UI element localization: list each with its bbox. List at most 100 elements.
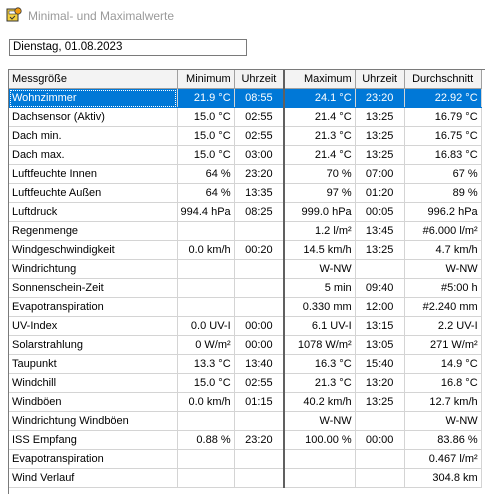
column-header-max-time[interactable]: Uhrzeit (355, 70, 405, 89)
table-row[interactable]: Windböen 0.0 km/h 01:15 40.2 km/h 13:25 12.7 … (9, 392, 482, 412)
cell-maximum (284, 449, 356, 469)
cell-min-time: 02:55 (234, 107, 286, 127)
cell-average: W-NW (404, 259, 482, 279)
cell-min-time (234, 278, 286, 298)
cell-minimum: 994.4 hPa (177, 202, 235, 222)
cell-maximum: 1078 W/m² (284, 335, 356, 355)
cell-max-time: 00:05 (355, 202, 405, 222)
cell-minimum: 15.0 °C (177, 373, 235, 393)
cell-average: 12.7 km/h (404, 392, 482, 412)
cell-maximum: 40.2 km/h (284, 392, 356, 412)
cell-name: Windrichtung Windböen (9, 411, 178, 431)
cell-max-time: 13:25 (355, 240, 405, 260)
cell-min-time: 23:20 (234, 430, 286, 450)
cell-max-time: 12:00 (355, 297, 405, 317)
column-header-minimum[interactable]: Minimum (177, 70, 235, 89)
cell-minimum (177, 297, 235, 317)
cell-name: Dach max. (9, 145, 178, 165)
cell-max-time: 00:00 (355, 430, 405, 450)
column-header-average[interactable]: Durchschnitt (404, 70, 482, 89)
table-row[interactable]: Dach max. 15.0 °C 03:00 21.4 °C 13:25 16.83 °… (9, 145, 482, 165)
cell-maximum: W-NW (284, 259, 356, 279)
cell-min-time (234, 259, 286, 279)
cell-average: 22.92 °C (404, 88, 482, 108)
cell-maximum: 70 % (284, 164, 356, 184)
cell-minimum: 0 W/m² (177, 335, 235, 355)
cell-min-time (234, 468, 286, 488)
cell-maximum: W-NW (284, 411, 356, 431)
cell-min-time: 00:20 (234, 240, 286, 260)
table-row[interactable]: Taupunkt 13.3 °C 13:40 16.3 °C 15:40 14.9 °C (9, 354, 482, 374)
cell-average: #5:00 h (404, 278, 482, 298)
cell-name: Windböen (9, 392, 178, 412)
column-header-name[interactable]: Messgröße (9, 70, 178, 89)
cell-max-time (355, 259, 405, 279)
cell-min-time: 13:40 (234, 354, 286, 374)
cell-minimum: 15.0 °C (177, 107, 235, 127)
cell-minimum: 21.9 °C (177, 88, 235, 108)
cell-minimum: 64 % (177, 164, 235, 184)
table-row[interactable]: Luftfeuchte Außen 64 % 13:35 97 % 01:20 89 % (9, 183, 482, 203)
table-row[interactable]: UV-Index 0.0 UV-I 00:00 6.1 UV-I 13:15 2.2 UV… (9, 316, 482, 336)
cell-max-time: 01:20 (355, 183, 405, 203)
cell-name: Windgeschwindigkeit (9, 240, 178, 260)
table-row[interactable]: Windrichtung W-NW W-NW (9, 259, 482, 279)
cell-name: Taupunkt (9, 354, 178, 374)
cell-average: 996.2 hPa (404, 202, 482, 222)
table-row[interactable]: Wohnzimmer 21.9 °C 08:55 24.1 °C 23:20 22.92 … (9, 88, 482, 108)
table-row[interactable]: Wind Verlauf 304.8 km (9, 468, 482, 488)
cell-max-time: 13:25 (355, 126, 405, 146)
table-row[interactable]: Windrichtung Windböen W-NW W-NW (9, 411, 482, 431)
cell-min-time (234, 221, 286, 241)
cell-min-time (234, 449, 286, 469)
cell-average: 271 W/m² (404, 335, 482, 355)
cell-average: 14.9 °C (404, 354, 482, 374)
date-field[interactable]: Dienstag, 01.08.2023 (9, 39, 247, 56)
cell-max-time (355, 468, 405, 488)
cell-name: Dachsensor (Aktiv) (9, 107, 178, 127)
table-row[interactable]: Dach min. 15.0 °C 02:55 21.3 °C 13:25 16.75 °… (9, 126, 482, 146)
cell-maximum: 100.00 % (284, 430, 356, 450)
table-row[interactable]: Solarstrahlung 0 W/m² 00:00 1078 W/m² 13:05 2… (9, 335, 482, 355)
cell-minimum (177, 221, 235, 241)
cell-average: 16.79 °C (404, 107, 482, 127)
values-table: Messgröße Minimum Uhrzeit Maximum Uhrzei… (9, 70, 482, 488)
table-row[interactable]: Dachsensor (Aktiv) 15.0 °C 02:55 21.4 °C 13:… (9, 107, 482, 127)
cell-min-time: 23:20 (234, 164, 286, 184)
cell-maximum: 999.0 hPa (284, 202, 356, 222)
cell-max-time (355, 411, 405, 431)
cell-name: Windchill (9, 373, 178, 393)
column-header-min-time[interactable]: Uhrzeit (234, 70, 286, 89)
cell-average: 89 % (404, 183, 482, 203)
table-row[interactable]: Windchill 15.0 °C 02:55 21.3 °C 13:20 16.8 °C (9, 373, 482, 393)
cell-name: Evapotranspiration (9, 449, 178, 469)
cell-max-time: 13:25 (355, 145, 405, 165)
cell-maximum: 6.1 UV-I (284, 316, 356, 336)
column-header-maximum[interactable]: Maximum (284, 70, 356, 89)
table-row[interactable]: Windgeschwindigkeit 0.0 km/h 00:20 14.5 km/… (9, 240, 482, 260)
cell-minimum: 15.0 °C (177, 145, 235, 165)
cell-maximum: 21.4 °C (284, 145, 356, 165)
table-row[interactable]: ISS Empfang 0.88 % 23:20 100.00 % 00:00 83.86… (9, 430, 482, 450)
table-row[interactable]: Regenmenge 1.2 l/m² 13:45 #6.000 l/m² (9, 221, 482, 241)
table-row[interactable]: Evapotranspiration 0.330 mm 12:00 #2.240 mm (9, 297, 482, 317)
cell-name: Windrichtung (9, 259, 178, 279)
cell-average: #6.000 l/m² (404, 221, 482, 241)
cell-name: ISS Empfang (9, 430, 178, 450)
cell-name: Wohnzimmer (9, 88, 178, 108)
cell-min-time: 00:00 (234, 335, 286, 355)
cell-minimum (177, 449, 235, 469)
table-row[interactable]: Luftdruck 994.4 hPa 08:25 999.0 hPa 00:05 996… (9, 202, 482, 222)
table-row[interactable]: Evapotranspiration 0.467 l/m² (9, 449, 482, 469)
table-row[interactable]: Sonnenschein-Zeit 5 min 09:40 #5:00 h (9, 278, 482, 298)
cell-maximum: 24.1 °C (284, 88, 356, 108)
table-row[interactable]: Luftfeuchte Innen 64 % 23:20 70 % 07:00 67 % (9, 164, 482, 184)
cell-min-time: 01:15 (234, 392, 286, 412)
cell-minimum: 0.88 % (177, 430, 235, 450)
cell-average: 304.8 km (404, 468, 482, 488)
cell-maximum: 14.5 km/h (284, 240, 356, 260)
window-title: Minimal- und Maximalwerte (28, 9, 175, 23)
cell-max-time: 13:15 (355, 316, 405, 336)
cell-minimum: 64 % (177, 183, 235, 203)
cell-minimum: 15.0 °C (177, 126, 235, 146)
